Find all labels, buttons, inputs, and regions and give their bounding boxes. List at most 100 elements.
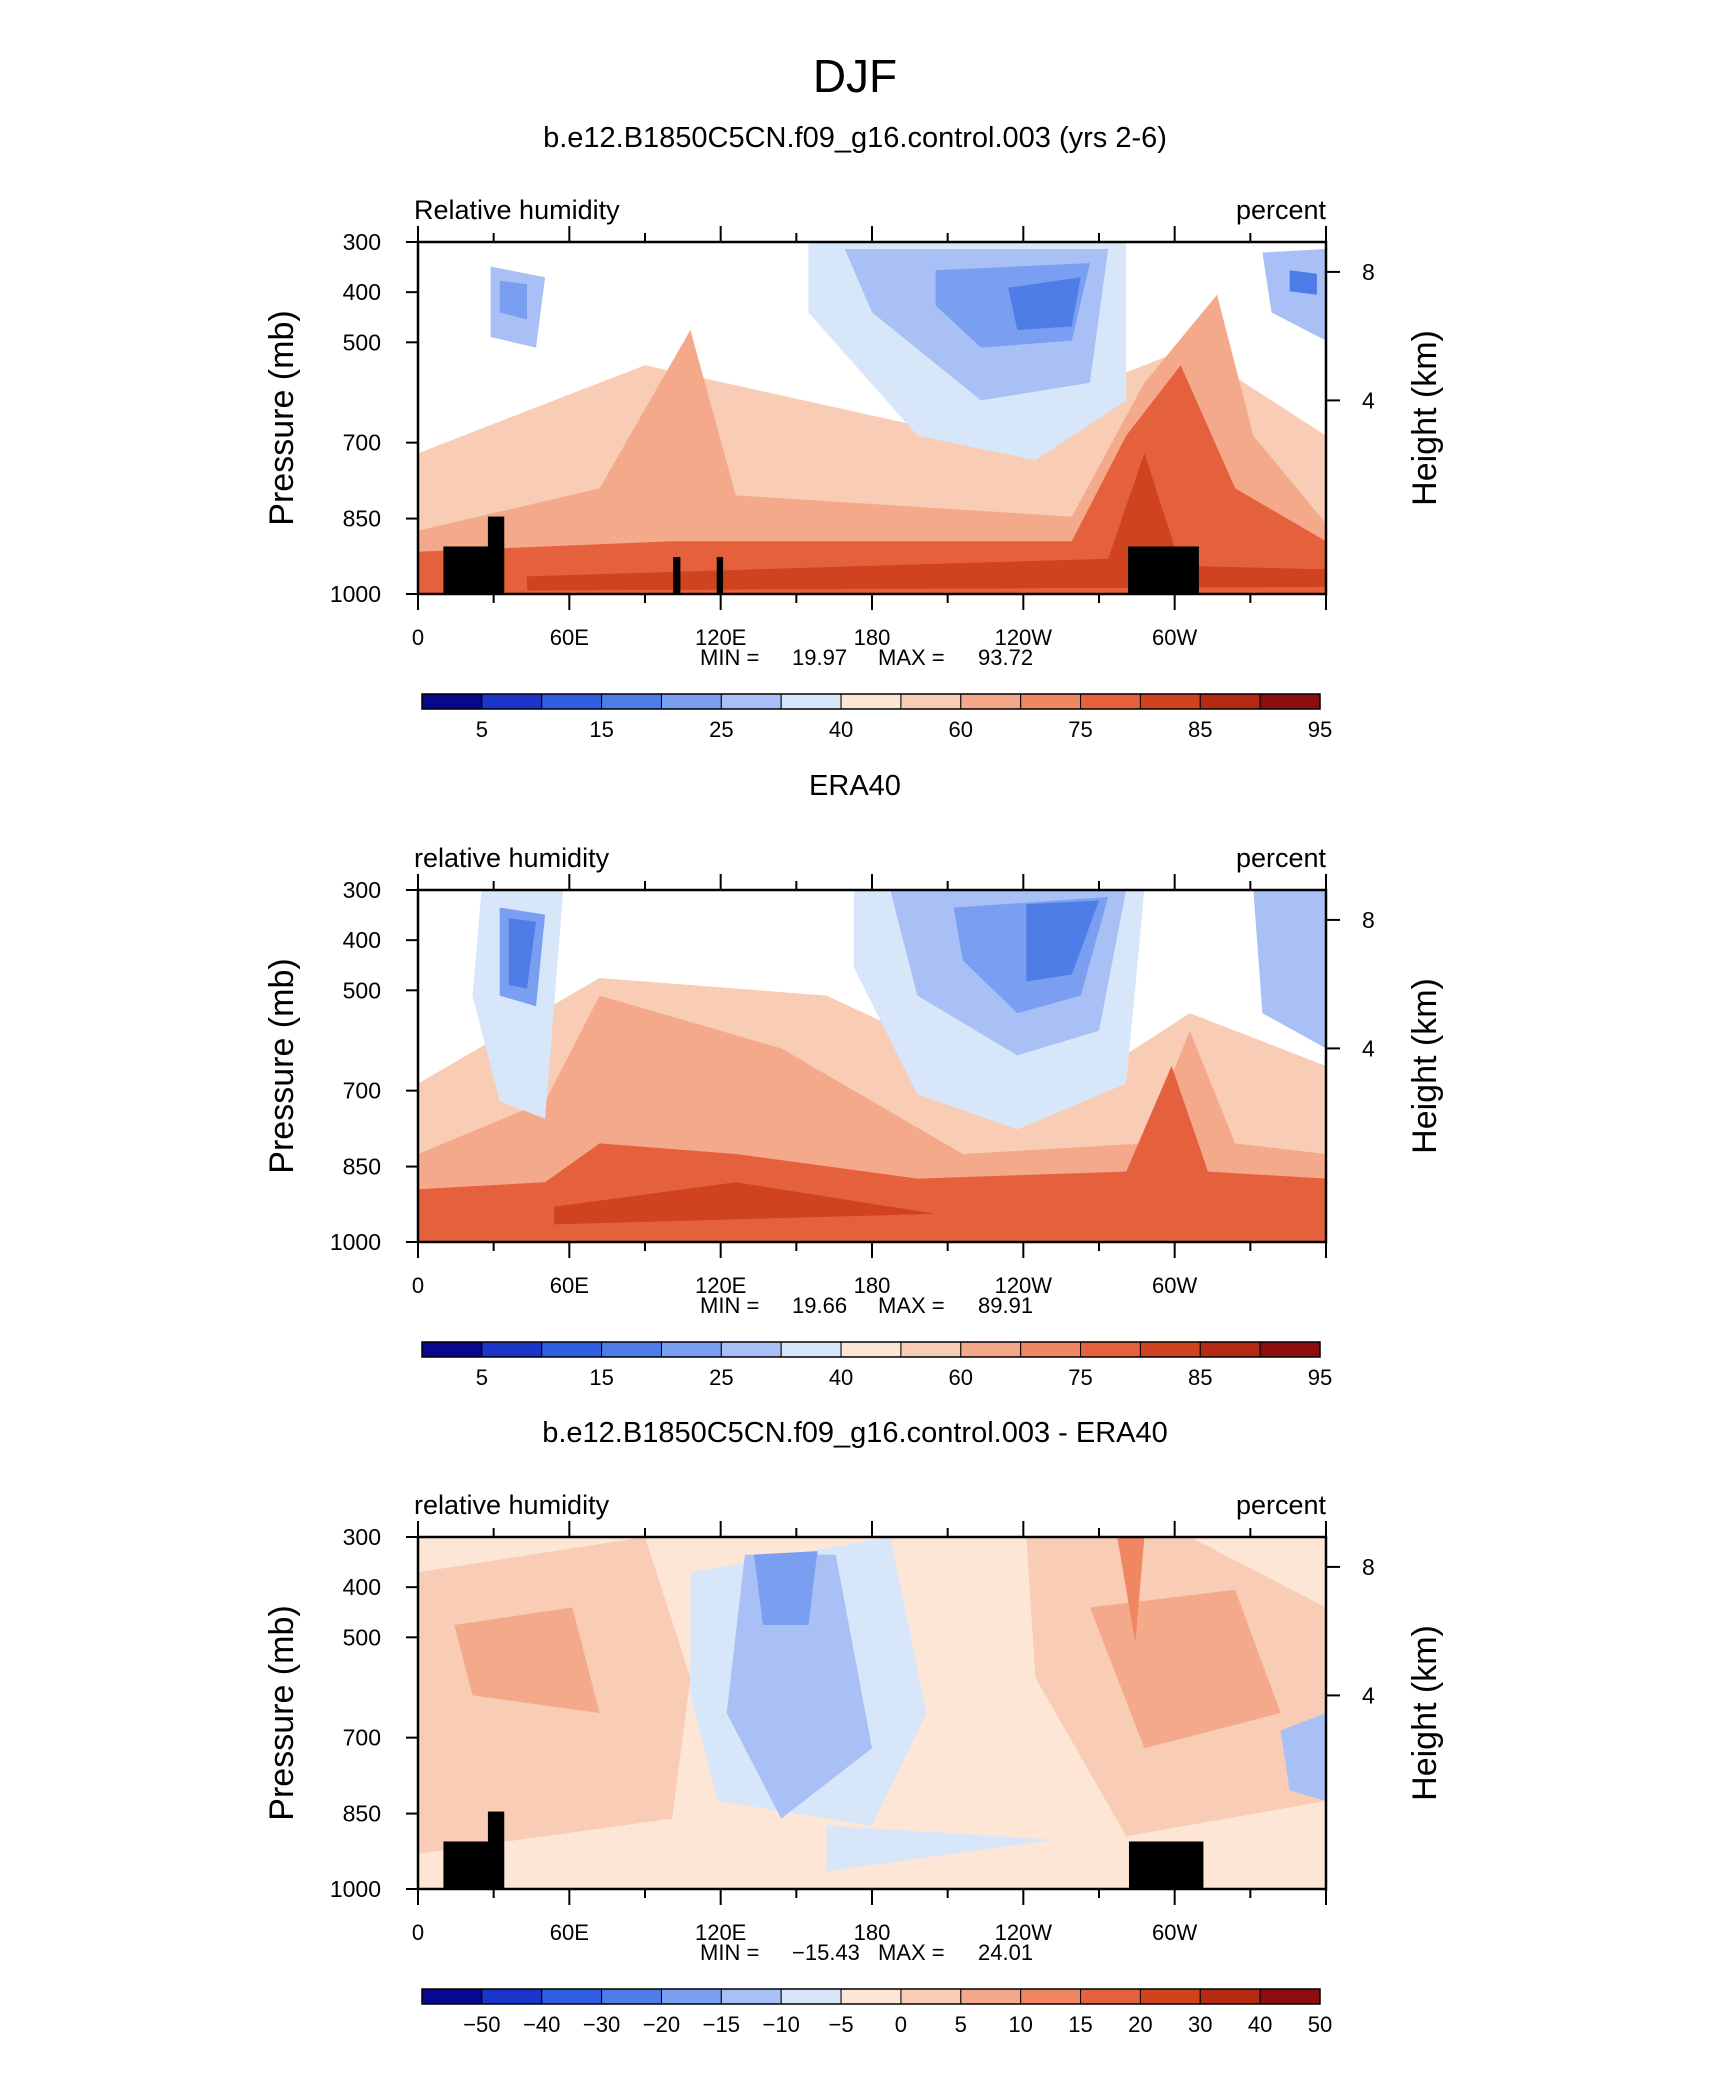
colorbar-swatch <box>720 1341 782 1358</box>
stats-min-value: 19.97 <box>792 645 847 670</box>
contour-field <box>418 890 1326 1242</box>
stats-min-label: MIN = <box>700 1293 759 1318</box>
colorbar-label: −10 <box>763 2012 800 2037</box>
panel-title: ERA40 <box>809 770 901 802</box>
colorbar-swatch <box>1020 693 1082 710</box>
colorbar-frame <box>421 1341 1321 1358</box>
colorbar-swatch <box>1020 1341 1082 1358</box>
y-tick-right-label: 4 <box>1362 387 1375 413</box>
contour-region <box>508 918 536 989</box>
colorbar-swatch <box>481 693 543 710</box>
y-tick-label: 300 <box>343 877 381 903</box>
y-tick-label: 850 <box>343 1801 381 1827</box>
colorbar-swatch <box>840 1341 902 1358</box>
colorbar-swatch <box>1139 693 1201 710</box>
x-tick-label: 60W <box>1152 1273 1197 1298</box>
colorbar-swatch <box>900 1988 962 2005</box>
contour-region <box>826 1825 1054 1872</box>
colorbar-swatch <box>1139 1341 1201 1358</box>
colorbar-swatch <box>1080 693 1141 710</box>
colorbar-label: 15 <box>589 717 613 742</box>
x-tick-label: 120E <box>695 1920 746 1945</box>
y-tick-label: 1000 <box>330 1229 381 1255</box>
colorbar-swatch <box>1199 1341 1261 1358</box>
colorbar-label: 10 <box>1008 2012 1032 2037</box>
y-axis-right-label: Height (km) <box>1406 1625 1444 1801</box>
colorbar-label: 5 <box>476 717 488 742</box>
stats-max-label: MAX = <box>878 1293 945 1318</box>
y-tick-label: 400 <box>343 279 381 305</box>
stats-max-value: 93.72 <box>978 645 1033 670</box>
contour-region <box>1280 1713 1326 1801</box>
panel-1: b.e12.B1850C5CN.f09_g16.control.003 (yrs… <box>263 122 1444 742</box>
colorbar-swatch <box>720 693 782 710</box>
colorbar-label: 85 <box>1188 1365 1212 1390</box>
topography-mask <box>673 557 681 594</box>
colorbar-label: 0 <box>895 2012 907 2037</box>
stats-min-label: MIN = <box>700 1940 759 1965</box>
colorbar-label: 25 <box>709 717 733 742</box>
stats-max-label: MAX = <box>878 645 945 670</box>
colorbar-swatch <box>960 1341 1022 1358</box>
colorbar-label: −40 <box>523 2012 560 2037</box>
stats-min-value: 19.66 <box>792 1293 847 1318</box>
topography-mask <box>1128 1841 1204 1889</box>
x-tick-label: 60E <box>550 1920 589 1945</box>
y-tick-label: 400 <box>343 1574 381 1600</box>
colorbar-swatch <box>960 693 1022 710</box>
colorbar-swatch <box>1080 1988 1141 2005</box>
colorbar-label: 40 <box>829 1365 853 1390</box>
right-label: percent <box>1236 195 1327 225</box>
y-tick-label: 1000 <box>330 1876 381 1902</box>
contour-region <box>554 1182 936 1225</box>
panel-3: b.e12.B1850C5CN.f09_g16.control.003 - ER… <box>263 1417 1444 2037</box>
colorbar-swatch <box>1259 1341 1321 1358</box>
colorbar-frame <box>421 693 1321 710</box>
x-tick-label: 60W <box>1152 625 1197 650</box>
colorbar-swatch <box>1020 1988 1082 2005</box>
y-tick-label: 850 <box>343 506 381 532</box>
contour-region <box>454 1607 600 1713</box>
contour-region <box>1253 890 1326 1049</box>
x-tick-label: 0 <box>412 625 424 650</box>
contour-field <box>418 1537 1326 1889</box>
contour-region <box>418 365 1326 594</box>
colorbar-label: 15 <box>589 1365 613 1390</box>
colorbar-swatch <box>1199 1988 1261 2005</box>
x-tick-label: 180 <box>854 625 891 650</box>
contour-region <box>1026 900 1099 982</box>
colorbar-label: 30 <box>1188 2012 1212 2037</box>
y-axis-right-label: Height (km) <box>1406 330 1444 506</box>
colorbar-label: 50 <box>1308 2012 1332 2037</box>
colorbar-label: −20 <box>643 2012 680 2037</box>
colorbar-label: 40 <box>829 717 853 742</box>
colorbar-swatch <box>900 1341 962 1358</box>
y-tick-label: 500 <box>343 977 381 1003</box>
colorbar-swatch <box>601 693 662 710</box>
page-title: DJF <box>813 50 897 102</box>
x-tick-label: 60W <box>1152 1920 1197 1945</box>
y-axis-label: Pressure (mb) <box>263 958 301 1173</box>
colorbar-swatch <box>1080 1341 1141 1358</box>
colorbar-swatch <box>541 693 603 710</box>
y-tick-label: 500 <box>343 1624 381 1650</box>
colorbar-label: −5 <box>829 2012 854 2037</box>
colorbar-swatch <box>601 1341 662 1358</box>
y-tick-right-label: 8 <box>1362 259 1375 285</box>
y-tick-right-label: 4 <box>1362 1035 1375 1061</box>
contour-region <box>1089 1589 1281 1749</box>
y-axis-label: Pressure (mb) <box>263 310 301 525</box>
colorbar-frame <box>421 1988 1321 2005</box>
contour-region <box>499 280 527 320</box>
panel-title: b.e12.B1850C5CN.f09_g16.control.003 - ER… <box>542 1417 1168 1449</box>
stats-min-label: MIN = <box>700 645 759 670</box>
colorbar-label: 75 <box>1068 717 1092 742</box>
colorbar-swatch <box>481 1988 543 2005</box>
topography-mask <box>487 1811 505 1889</box>
x-tick-label: 180 <box>854 1273 891 1298</box>
x-tick-label: 60E <box>550 1273 589 1298</box>
contour-region <box>1289 270 1317 295</box>
colorbar-swatch <box>660 693 722 710</box>
colorbar-swatch <box>1139 1988 1201 2005</box>
